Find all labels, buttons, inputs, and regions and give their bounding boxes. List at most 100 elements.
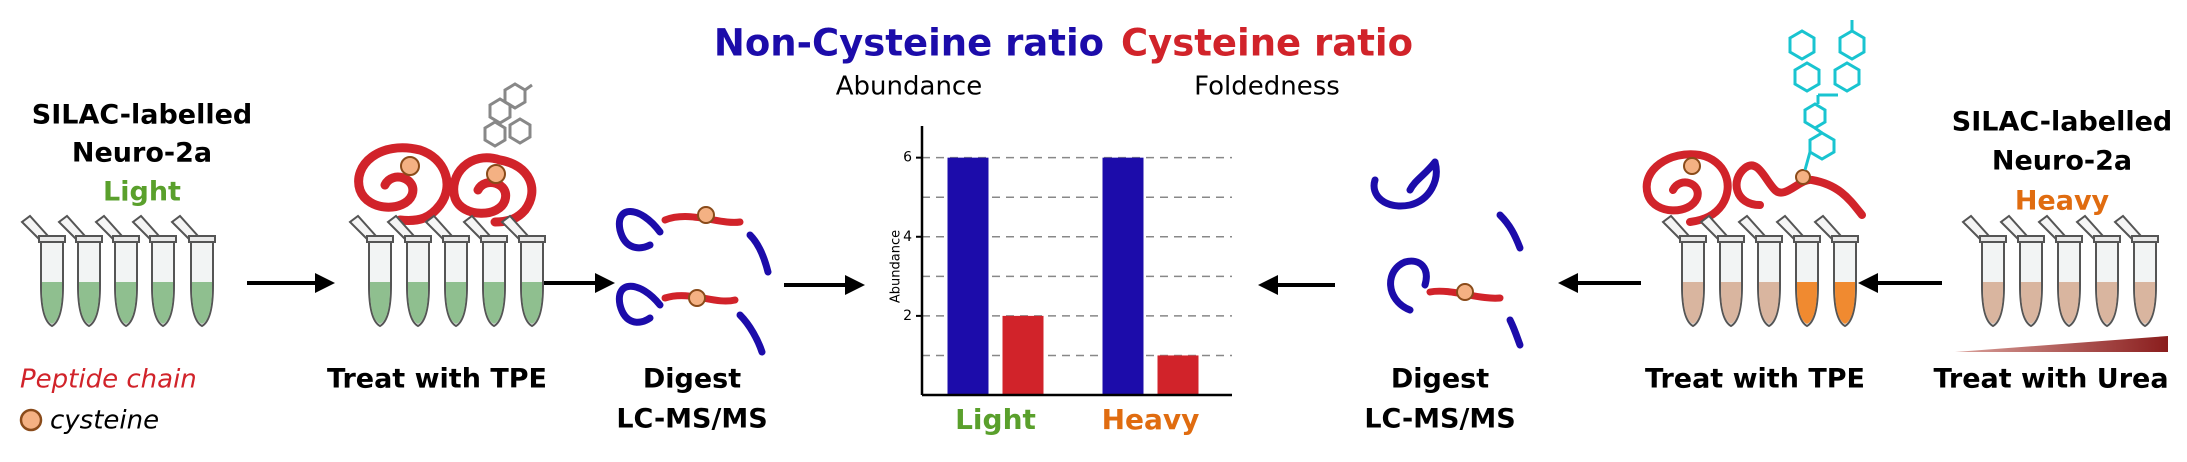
tube [424,214,470,328]
tube-cap [386,214,415,241]
step-label: Treat with TPE [1645,364,1865,395]
tube-liquid [2059,282,2079,324]
cysteine [1683,157,1701,175]
tpe-probe [1788,20,1866,171]
tube-rim [38,235,66,243]
tube-cap [94,214,123,241]
tube [170,214,216,328]
tube-rim [442,235,470,243]
tube-rim [1793,235,1821,243]
tube-cap [462,214,491,241]
tube [2037,214,2083,328]
unfolded-proteins [1642,150,1866,226]
tube-liquid [484,282,504,324]
step-label: Digest [1391,364,1489,395]
tube-rim [188,235,216,243]
tube-rim [1831,235,1859,243]
tube [1999,214,2045,328]
cysteine [486,164,506,184]
tube-rim [1979,235,2007,243]
step-label: Treat with TPE [327,364,547,395]
tube-rim [2017,235,2045,243]
tube-rim [75,235,103,243]
tube [94,214,140,328]
tube [2075,214,2121,328]
tube [500,214,546,328]
tube-liquid [446,282,466,324]
tube-liquid [1983,282,2003,324]
y-axis-label: Abundance [889,230,904,303]
step-label: Treat with Urea [1933,364,2168,395]
tube-liquid [1797,282,1817,324]
tube-cap [1737,214,1766,241]
tube [20,214,66,328]
tube [1737,214,1783,328]
bar [947,157,989,395]
tube-liquid [2135,282,2155,324]
tube-cap [57,214,86,241]
tube-liquid [116,282,136,324]
tube-cap [1661,214,1690,241]
bar [1102,157,1144,395]
tube-cap [2113,214,2142,241]
tube [2113,214,2159,328]
tube-cap [170,214,199,241]
step-label: Digest [643,364,741,395]
tube-liquid [42,282,62,324]
tube-cap [1961,214,1990,241]
tube-cap [1775,214,1804,241]
tube-cap [1699,214,1728,241]
tube-rim [1755,235,1783,243]
folded-proteins [354,143,537,227]
key-peptide: Peptide chain [20,365,197,395]
tube [1775,214,1821,328]
tube-liquid [79,282,99,324]
tube-cap [500,214,529,241]
x-tick-label: Light [955,403,1036,436]
y-tick-label: 4 [903,229,912,245]
bar-chart: 2 4 6 Abundance Light Heavy [889,126,1232,436]
tube-liquid [522,282,542,324]
tube-cap [348,214,377,241]
cysteine [1795,169,1811,185]
x-tick-label: Heavy [1102,403,1200,436]
tube-cap [2037,214,2066,241]
peptide-fragments [615,208,772,356]
cysteine [1456,283,1474,301]
tube [462,214,508,328]
tube-liquid [153,282,173,324]
cysteine [688,289,706,307]
sample-label: Heavy [2015,186,2110,217]
header-cys: Cysteine ratio [1121,22,1413,65]
tube [57,214,103,328]
tube-rim [1717,235,1745,243]
tubes [20,214,2159,328]
tube-liquid [1759,282,1779,324]
tube-liquid [2021,282,2041,324]
y-tick-label: 6 [903,150,912,166]
cysteine [400,156,420,176]
key-cysteine-icon [19,408,43,432]
tube-liquid [2097,282,2117,324]
step-label: LC-MS/MS [1364,404,1515,435]
tube-liquid [1683,282,1703,324]
tube [1813,214,1859,328]
key-cysteine: cysteine [50,406,159,436]
tube [386,214,432,328]
bar [1002,315,1044,395]
tube-rim [366,235,394,243]
step-label: LC-MS/MS [616,404,767,435]
tube-rim [2093,235,2121,243]
tube-cap [131,214,160,241]
tube-cap [1999,214,2028,241]
subheader-foldedness: Foldedness [1194,72,1340,102]
tube [348,214,394,328]
sample-title: SILAC-labelled [32,100,253,131]
y-tick-label: 2 [903,308,912,324]
tube [131,214,177,328]
cysteine [697,206,715,224]
tube-rim [112,235,140,243]
tube-liquid [1721,282,1741,324]
tube [1699,214,1745,328]
